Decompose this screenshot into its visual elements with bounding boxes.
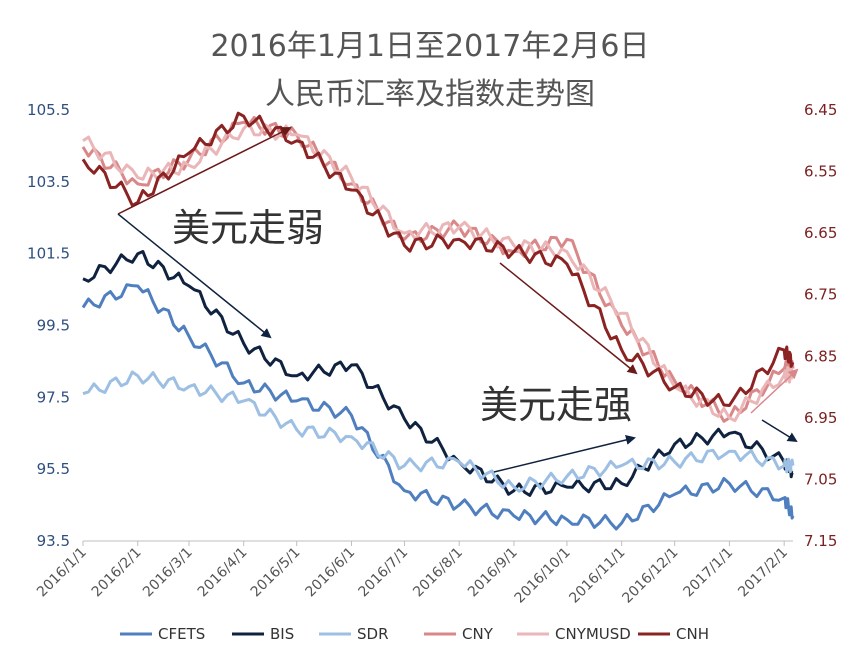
series-line-sdr <box>82 370 795 493</box>
arrow-up-right <box>750 368 799 414</box>
right-tick-label: 7.15 <box>804 532 837 550</box>
x-tick-label: 2016/1/1 <box>34 545 90 601</box>
x-tick-label: 2017/2/1 <box>735 545 791 601</box>
x-tick-label: 2016/6/1 <box>303 545 359 601</box>
annotation-usd-weak: 美元走弱 <box>172 206 324 250</box>
left-tick-label: 105.5 <box>27 101 70 119</box>
x-tick-label: 2016/7/1 <box>355 545 411 601</box>
x-tick-label: 2016/2/1 <box>89 545 145 601</box>
legend: CFETS BIS SDR CNY CNYMUSD CNH <box>120 625 709 643</box>
right-tick-label: 6.55 <box>804 163 837 181</box>
x-tick-label: 2016/4/1 <box>195 545 251 601</box>
right-tick-label: 6.45 <box>804 101 837 119</box>
x-tick-label: 2016/8/1 <box>410 545 466 601</box>
right-tick-label: 7.05 <box>804 470 837 488</box>
arrow-up-weak <box>117 127 292 215</box>
left-tick-label: 103.5 <box>27 173 70 191</box>
legend-label-bis: BIS <box>270 625 294 643</box>
arrow-down-weak <box>117 213 272 339</box>
right-tick-label: 6.85 <box>804 347 837 365</box>
x-tick-label: 2016/3/1 <box>140 545 196 601</box>
series-line-cnymusd <box>82 121 795 423</box>
arrow-up-strong <box>493 435 636 473</box>
legend-label-cnymusd: CNYMUSD <box>555 625 631 643</box>
series-line-cfets <box>81 283 795 531</box>
x-tick-label: 2016/5/1 <box>248 545 304 601</box>
chart-subtitle: 人民币汇率及指数走势图 <box>265 77 595 112</box>
left-tick-label: 97.5 <box>37 388 70 406</box>
legend-label-cny: CNY <box>462 625 494 643</box>
left-axis-ticks: 93.5 95.5 97.5 99.5 101.5 103.5 105.5 <box>27 101 70 550</box>
left-tick-label: 95.5 <box>37 460 70 478</box>
x-tick-label: 2017/1/1 <box>680 545 736 601</box>
right-axis-ticks: 6.45 6.55 6.65 6.75 6.85 6.95 7.05 7.15 <box>804 101 837 550</box>
right-tick-label: 6.95 <box>804 409 837 427</box>
x-tick-label: 2016/12/1 <box>619 545 681 607</box>
left-tick-label: 99.5 <box>37 317 70 335</box>
x-tick-label: 2016/9/1 <box>465 545 521 601</box>
series-line-cny <box>81 115 795 423</box>
left-tick-label: 93.5 <box>37 532 70 550</box>
annotation-usd-strong: 美元走强 <box>480 383 632 427</box>
right-tick-label: 6.75 <box>804 286 837 304</box>
legend-label-cfets: CFETS <box>158 625 205 643</box>
arrow-down-strong <box>499 262 638 375</box>
right-tick-label: 6.65 <box>804 224 837 242</box>
x-tick-label: 2016/11/1 <box>566 545 628 607</box>
x-tick-label: 2016/10/1 <box>512 545 574 607</box>
legend-label-sdr: SDR <box>357 625 389 643</box>
chart-title: 2016年1月1日至2017年2月6日 <box>210 29 649 64</box>
arrow-down-right <box>761 419 798 443</box>
left-tick-label: 101.5 <box>27 245 70 263</box>
legend-label-cnh: CNH <box>676 625 709 643</box>
x-axis-ticks: 2016/1/12016/2/12016/3/12016/4/12016/5/1… <box>34 541 791 607</box>
series-layer <box>81 111 795 531</box>
